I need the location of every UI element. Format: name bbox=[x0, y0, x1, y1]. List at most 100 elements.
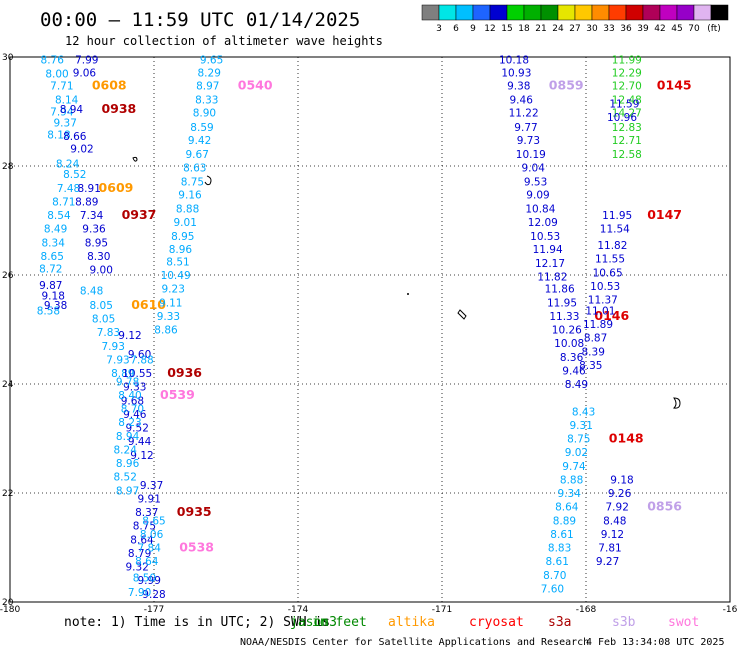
wave-height-value: 8.71 bbox=[52, 196, 75, 208]
wave-height-value: 12.70 bbox=[612, 80, 642, 92]
track-cryosat-west: 7.999.06 8.94 8.669.02 0938 bbox=[60, 55, 136, 156]
satellite-legend-s3b: s3b bbox=[612, 615, 636, 630]
wave-height-value: 8.05 bbox=[92, 314, 115, 326]
wave-height-value: 7.99 bbox=[75, 55, 98, 67]
wave-height-value: 8.37 bbox=[135, 507, 158, 519]
wave-height-value: 9.11 bbox=[159, 297, 182, 309]
wave-height-value: 11.86 bbox=[545, 284, 575, 296]
wave-height-value: 9.27 bbox=[596, 556, 619, 568]
wave-height-value: 8.23 bbox=[118, 417, 141, 429]
wave-height-value: 9.77 bbox=[514, 122, 537, 134]
wave-height-value: 8.65 bbox=[41, 251, 64, 263]
lon-tick-label: -177 bbox=[144, 605, 164, 615]
wave-height-value: 9.42 bbox=[188, 135, 211, 147]
pass-time-label: 0148 bbox=[609, 431, 644, 446]
wave-height-value: 8.94 bbox=[60, 104, 84, 116]
wave-height-value: 8.79 bbox=[128, 548, 151, 560]
wave-height-value: 12.48 bbox=[612, 95, 642, 107]
wave-height-value: 9.04 bbox=[522, 163, 546, 175]
wave-height-value: 8.24 bbox=[114, 444, 138, 456]
wave-height-value: 9.31 bbox=[570, 420, 593, 432]
colorbar-label: 42 bbox=[654, 24, 665, 34]
wave-height-value: 8.51 bbox=[166, 256, 189, 268]
wave-height-value: 8.05 bbox=[90, 300, 113, 312]
wave-height-value: 8.70 bbox=[543, 570, 566, 582]
wave-height-value: 9.38 bbox=[44, 300, 67, 312]
wave-height-value: 9.12 bbox=[118, 330, 141, 342]
wave-height-value: 11.94 bbox=[533, 244, 563, 256]
wave-height-value: 8.97 bbox=[116, 485, 139, 497]
pass-time-label: 0147 bbox=[647, 207, 682, 222]
wave-height-value: 8.64 bbox=[130, 534, 154, 546]
pass-time-label: 0610 bbox=[131, 297, 166, 312]
wave-height-value: 8.90 bbox=[193, 108, 216, 120]
colorbar-label: 3 bbox=[436, 24, 442, 34]
wave-height-value: 7.84 bbox=[138, 543, 162, 555]
wave-height-value: 7.94 bbox=[50, 107, 74, 119]
track-swot-east-2: 9.18 9.26 7.928.48 9.12 7.819.27 0856 bbox=[596, 474, 682, 568]
satellite-legend-cryosat: cryosat bbox=[469, 615, 524, 630]
wave-height-value: 8.91 bbox=[78, 183, 101, 195]
wave-height-value: 8.06 bbox=[140, 529, 164, 541]
wave-height-value: 9.09 bbox=[526, 189, 549, 201]
wave-height-value: 9.44 bbox=[128, 436, 152, 448]
wave-height-value: 9.26 bbox=[608, 488, 632, 500]
wave-height-value: 8.40 bbox=[118, 390, 141, 402]
wave-height-value: 7.90 bbox=[128, 587, 151, 599]
lon-tick-label: -180 bbox=[0, 605, 20, 615]
wave-height-value: 9.52 bbox=[126, 423, 149, 435]
track-cryosat-west-3: 9.12 9.60 10.55 9.339.68 9.46 9.529.44 9.12 093… bbox=[118, 330, 202, 462]
wave-height-value: 9.74 bbox=[562, 461, 586, 473]
wave-height-value: 9.00 bbox=[90, 265, 113, 277]
lon-tick-label: -171 bbox=[432, 605, 452, 615]
wave-height-value: 8.96 bbox=[169, 244, 193, 256]
wave-height-value: 7.34 bbox=[80, 210, 104, 222]
wave-height-value: 11.01 bbox=[585, 305, 615, 317]
colorbar-swatch bbox=[642, 4, 661, 21]
wave-height-value: 12.71 bbox=[612, 135, 642, 147]
wave-height-value: 9.46 bbox=[562, 365, 586, 377]
wave-height-value: 8.72 bbox=[39, 263, 62, 275]
wave-height-value: 9.53 bbox=[524, 176, 547, 188]
altimeter-tracks: 8.768.007.718.147.949.378.1806088.248.52… bbox=[37, 55, 692, 601]
wave-height-value: 7.88 bbox=[130, 354, 153, 366]
wave-height-value: 8.65 bbox=[142, 515, 165, 527]
wave-height-value: 9.38 bbox=[507, 80, 530, 92]
wave-height-value: 10.19 bbox=[516, 149, 546, 161]
pass-time-label: 0938 bbox=[101, 101, 136, 116]
footer-note: note: 1) Time is in UTC; 2) SWH is bbox=[64, 615, 330, 630]
lat-tick-label: 22 bbox=[2, 489, 13, 499]
wave-height-value: 8.52 bbox=[114, 472, 137, 484]
wave-height-value: 11.22 bbox=[509, 108, 539, 120]
wave-height-value: 10.08 bbox=[554, 338, 584, 350]
wave-height-value: 9.12 bbox=[601, 529, 624, 541]
colorbar-label: 36 bbox=[620, 24, 632, 34]
island-shape bbox=[132, 156, 138, 162]
wave-height-value: 8.64 bbox=[555, 502, 579, 514]
wave-height-value: 9.28 bbox=[142, 589, 165, 601]
wave-height-value: 10.84 bbox=[525, 204, 555, 216]
wave-height-value: 10.65 bbox=[593, 267, 623, 279]
pass-time-label: 0146 bbox=[594, 308, 629, 323]
pass-time-label: 0859 bbox=[549, 77, 584, 92]
wave-height-value: 7.81 bbox=[598, 543, 621, 555]
wave-height-value: 8.24 bbox=[56, 158, 80, 170]
footer-credit: NOAA/NESDIS Center for Satellite Applica… bbox=[240, 637, 589, 648]
track-sentinel-east: 8.43 9.31 8.759.02 9.748.88 9.34 8.648.89 8.61… bbox=[541, 406, 644, 595]
wave-height-value: 8.88 bbox=[176, 204, 199, 216]
wave-height-value: 8.97 bbox=[196, 80, 219, 92]
pass-time-label: 0856 bbox=[647, 499, 682, 514]
wave-height-value: 12.09 bbox=[528, 217, 558, 229]
wave-height-value: 8.83 bbox=[548, 543, 571, 555]
wave-height-value: 12.83 bbox=[612, 122, 642, 134]
lat-tick-label: 20 bbox=[2, 598, 14, 608]
wave-height-value: 11.59 bbox=[609, 98, 639, 110]
colorbar-swatch bbox=[608, 4, 627, 21]
track-cryosat-west-2: 8.918.89 7.34 9.368.95 8.30 9.00 9.879.189.38… bbox=[39, 183, 156, 312]
colorbar-swatch bbox=[421, 4, 440, 21]
satellite-legend-altika: altika bbox=[388, 615, 435, 630]
wave-height-value: 8.76 bbox=[41, 55, 65, 67]
wave-height-value: 11.82 bbox=[537, 272, 567, 284]
